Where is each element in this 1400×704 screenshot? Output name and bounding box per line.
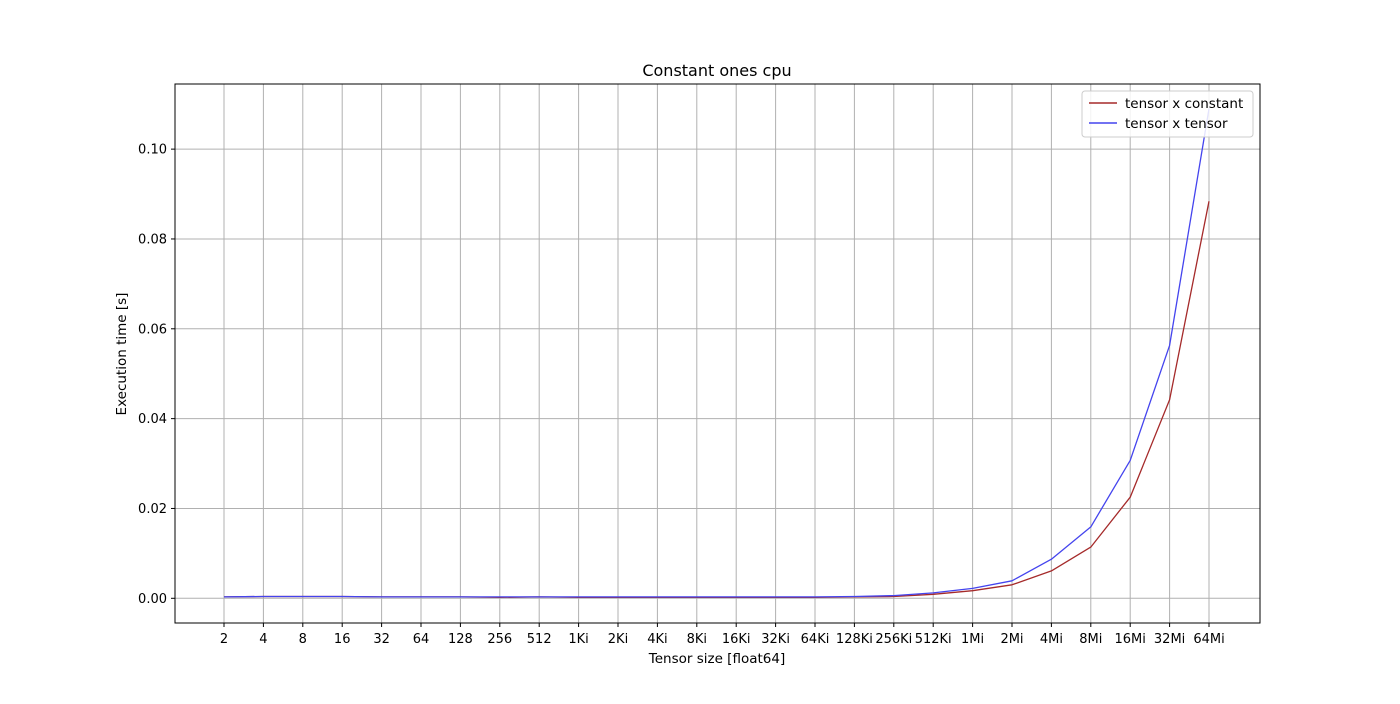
x-tick-label: 4Mi <box>1040 632 1063 647</box>
chart-title: Constant ones cpu <box>642 61 791 80</box>
y-tick-label: 0.04 <box>138 412 167 427</box>
legend-label-tensor-x-constant: tensor x constant <box>1125 96 1243 112</box>
legend-label-tensor-x-tensor: tensor x tensor <box>1125 116 1228 132</box>
x-tick-label: 64 <box>413 632 430 647</box>
x-axis-label: Tensor size [float64] <box>648 651 785 667</box>
x-tick-label: 64Mi <box>1193 632 1224 647</box>
x-tick-label: 128Ki <box>836 632 873 647</box>
y-tick-label: 0.10 <box>138 143 167 158</box>
legend: tensor x constant tensor x tensor <box>1081 90 1254 138</box>
y-tick-label: 0.02 <box>138 502 167 517</box>
x-tick-label: 32Ki <box>761 632 790 647</box>
plot-frame <box>174 83 1261 624</box>
x-axis-ticks: 2 4 8 16 32 64 128 256 512 1Ki 2Ki 4Ki 8Ki 16Ki 32Ki 64… <box>220 623 1225 647</box>
x-tick-label: 8 <box>299 632 307 647</box>
series-lines <box>223 108 1210 599</box>
y-tick-label: 0.06 <box>138 322 167 337</box>
y-tick-label: 0.00 <box>138 592 167 607</box>
x-tick-label: 512Ki <box>915 632 952 647</box>
x-tick-label: 8Mi <box>1079 632 1102 647</box>
y-axis-label: Execution time [s] <box>114 293 130 416</box>
x-tick-label: 16Ki <box>722 632 751 647</box>
x-tick-label: 16Mi <box>1115 632 1146 647</box>
y-tick-label: 0.08 <box>138 232 167 247</box>
x-tick-label: 256 <box>487 632 512 647</box>
x-tick-label: 1Mi <box>961 632 984 647</box>
x-tick-label: 4 <box>259 632 267 647</box>
x-tick-label: 256Ki <box>875 632 912 647</box>
x-tick-label: 4Ki <box>647 632 667 647</box>
x-tick-label: 64Ki <box>801 632 830 647</box>
legend-box <box>1081 90 1254 138</box>
x-tick-label: 2Mi <box>1000 632 1023 647</box>
x-tick-label: 128 <box>448 632 473 647</box>
grid <box>175 84 1260 623</box>
y-axis-ticks: 0.00 0.02 0.04 0.06 0.08 0.10 <box>138 143 175 607</box>
x-tick-label: 16 <box>334 632 351 647</box>
series-line-tensor-x-tensor <box>223 108 1210 598</box>
x-tick-label: 2Ki <box>608 632 628 647</box>
x-tick-label: 32 <box>373 632 390 647</box>
x-tick-label: 512 <box>527 632 552 647</box>
x-tick-label: 8Ki <box>687 632 707 647</box>
x-tick-label: 2 <box>220 632 228 647</box>
x-tick-label: 32Mi <box>1154 632 1185 647</box>
x-tick-label: 1Ki <box>568 632 588 647</box>
